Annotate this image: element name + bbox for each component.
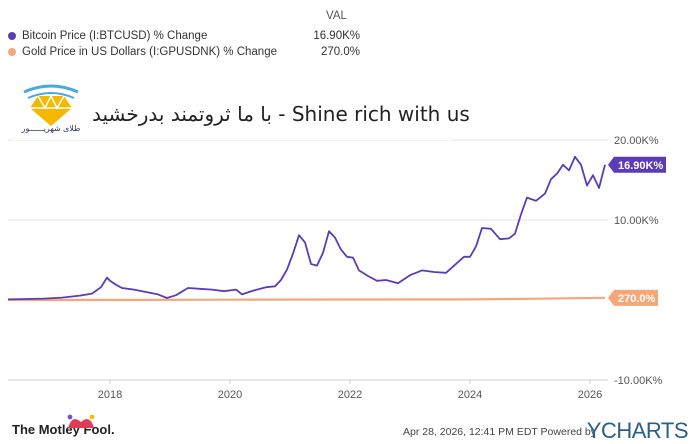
y-tick-label: 20.00K% <box>614 135 659 147</box>
motley-fool-logo: The Motley Fool. <box>12 422 115 437</box>
legend-label: Bitcoin Price (I:BTCUSD) % Change <box>22 30 208 42</box>
x-axis-ticks: 2018 2020 2022 2024 2026 <box>98 380 602 401</box>
line-chart: 2018 2020 2022 2024 2026 20.00K% 10.00K% -10.0… <box>7 135 666 401</box>
legend-value-header: VAL <box>326 10 347 22</box>
series-line-bitcoin <box>7 155 606 301</box>
legend-dot-icon <box>8 48 16 56</box>
grid-lines <box>8 139 608 381</box>
end-label-tag <box>608 289 658 306</box>
legend-value: 16.90K% <box>313 30 360 42</box>
watermark-overlay: طلای شهریــــــور با ما ثروتمند بدرخشید … <box>12 80 470 140</box>
x-tick-label: 2026 <box>578 389 602 401</box>
legend-dot-icon <box>8 32 16 40</box>
series-layer <box>7 155 606 302</box>
watermark-text: با ما ثروتمند بدرخشید - Shine rich with … <box>92 102 470 126</box>
logo-caption: طلای شهریــــــور <box>21 124 81 133</box>
x-tick-label: 2022 <box>338 389 362 401</box>
jester-hat-icon <box>67 414 95 428</box>
y-tick-label: 10.00K% <box>614 215 659 227</box>
end-label-tag <box>608 156 666 173</box>
x-tick-label: 2018 <box>98 389 122 401</box>
x-tick-label: 2024 <box>458 389 482 401</box>
ycharts-logo: YCHARTS <box>586 418 689 443</box>
end-label-text: 16.90K% <box>618 160 663 172</box>
y-axis-ticks: 20.00K% 10.00K% -10.00K% <box>614 135 663 387</box>
legend-label: Gold Price in US Dollars (I:GPUSDNK) % C… <box>22 46 277 58</box>
end-label-text: 270.0% <box>618 293 656 305</box>
end-labels: 16.90K% 270.0% <box>608 156 666 306</box>
y-tick-label: -10.00K% <box>614 375 663 387</box>
legend-value: 270.0% <box>320 46 360 58</box>
legend-item-gold: Gold Price in US Dollars (I:GPUSDNK) % C… <box>8 44 360 60</box>
x-tick-label: 2020 <box>218 389 242 401</box>
series-line-gold <box>7 296 606 302</box>
legend-item-bitcoin: Bitcoin Price (I:BTCUSD) % Change 16.90K… <box>8 28 360 44</box>
diamond-logo-icon <box>23 84 79 126</box>
timestamp-credit: Apr 28, 2026, 12:41 PM EDT Powered by <box>403 426 596 438</box>
chart-footer: The Motley Fool. Apr 28, 2026, 12:41 PM … <box>0 410 700 443</box>
